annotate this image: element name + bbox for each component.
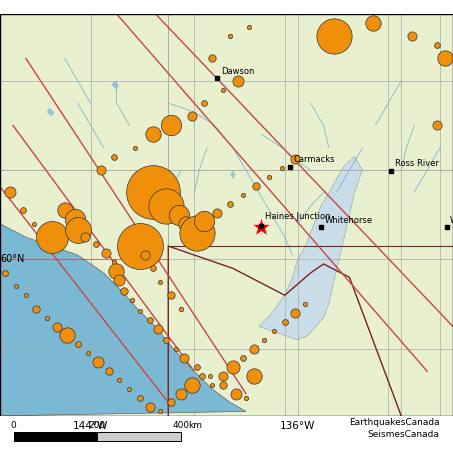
Text: Haines Junction: Haines Junction: [265, 213, 331, 222]
Bar: [97, 432, 181, 441]
Text: Whitehorse: Whitehorse: [325, 216, 373, 225]
Text: 144°W: 144°W: [73, 421, 108, 431]
Text: Dawson: Dawson: [222, 67, 255, 76]
Text: 136°W: 136°W: [280, 421, 315, 431]
Text: 0: 0: [11, 421, 16, 430]
Polygon shape: [231, 170, 236, 179]
Polygon shape: [259, 157, 362, 340]
Text: Carmacks: Carmacks: [294, 155, 335, 165]
Polygon shape: [111, 81, 119, 90]
Text: 200: 200: [89, 421, 106, 430]
Text: km: km: [188, 421, 202, 430]
Text: 400: 400: [173, 421, 190, 430]
Polygon shape: [311, 215, 329, 246]
Bar: [14, 432, 97, 441]
Text: Ross River: Ross River: [395, 159, 439, 168]
Polygon shape: [285, 282, 305, 313]
Text: EarthquakesCanada
SeismesCanada: EarthquakesCanada SeismesCanada: [349, 418, 439, 439]
Text: W: W: [450, 216, 453, 225]
Polygon shape: [0, 224, 246, 416]
Text: 60°N: 60°N: [0, 255, 25, 265]
Polygon shape: [47, 107, 54, 117]
